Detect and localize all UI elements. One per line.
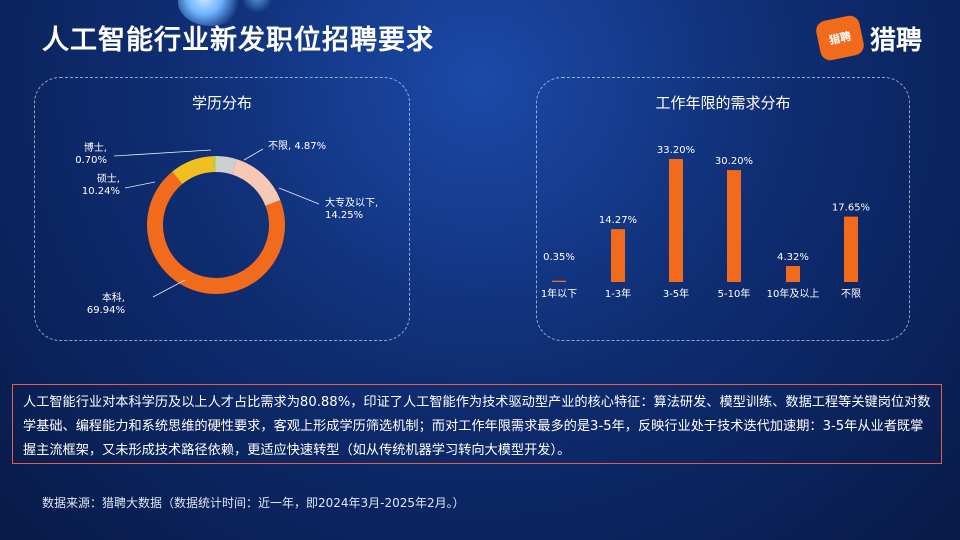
logo-text: 猎聘: [870, 25, 923, 56]
slice-label-2: 本科,: [102, 291, 125, 304]
bar-value-label: 30.20%: [715, 156, 753, 167]
slice-label-4: 0.70%: [75, 155, 107, 166]
bar-5: [844, 216, 858, 282]
donut-slice-2: [147, 171, 285, 294]
bar-2: [669, 159, 683, 282]
leader-line-0: [243, 148, 264, 161]
leader-line-2: [152, 279, 186, 298]
bar-category-label: 不限: [841, 288, 861, 300]
slice-label-4: 博士,: [84, 141, 107, 154]
slice-label-2: 69.94%: [87, 305, 125, 316]
bar-value-label: 17.65%: [832, 203, 870, 214]
experience-chart-title: 工作年限的需求分布: [655, 94, 791, 112]
leader-line-4: [113, 149, 212, 157]
decorative-glow-small: [240, 0, 274, 12]
donut-slice-3: [172, 156, 214, 185]
leader-line-3: [124, 181, 156, 189]
education-chart-title: 学历分布: [191, 94, 252, 112]
bar-0: [552, 280, 566, 282]
bar-category-label: 10年及以上: [767, 287, 820, 300]
bar-1: [611, 229, 625, 282]
brand-logo: 猎聘 猎聘: [814, 13, 923, 63]
bar-value-label: 14.27%: [599, 215, 637, 226]
bar-3: [727, 170, 741, 282]
slice-label-3: 硕士,: [97, 172, 120, 185]
slice-label-3: 10.24%: [82, 186, 120, 197]
bar-category-label: 1-3年: [605, 287, 631, 300]
bar-category-label: 3-5年: [663, 287, 689, 300]
bar-value-label: 4.32%: [777, 252, 809, 263]
experience-bar-chart: 0.35% 1年以下 14.27% 1-3年 33.20% 3-5年 30.20% 5-10年…: [541, 145, 870, 300]
bar-value-label: 0.35%: [543, 252, 575, 263]
bar-category-label: 1年以下: [541, 287, 577, 300]
donut-slice-0: [215, 156, 237, 175]
leader-line-1: [278, 187, 320, 205]
slice-label-0: 不限, 4.87%: [268, 140, 326, 152]
analysis-note: 人工智能行业对本科学历及以上人才占比需求为80.88%，印证了人工智能作为技术驱…: [12, 384, 942, 464]
donut-slice-1: [231, 159, 281, 207]
data-source: 数据来源：猎聘大数据（数据统计时间：近一年，即2024年3月-2025年2月。）: [42, 496, 465, 510]
liepin-logo-icon: 猎聘: [814, 13, 866, 63]
education-donut-chart: 不限, 4.87% 大专及以下,14.25% 本科,69.94% 硕士,10.24% 博…: [75, 140, 378, 316]
slice-label-1: 14.25%: [325, 210, 363, 221]
page-title: 人工智能行业新发职位招聘要求: [42, 25, 434, 56]
bar-4: [786, 265, 800, 282]
bar-value-label: 33.20%: [657, 145, 695, 156]
slice-label-1: 大专及以下,: [325, 196, 378, 209]
bar-category-label: 5-10年: [718, 287, 751, 300]
experience-panel: 工作年限的需求分布 0.35% 1年以下 14.27% 1-3年 33.20% 3-5年 3…: [536, 77, 910, 341]
education-panel: 学历分布 不限, 4.87% 大专及以下, 14.25% 本科, 69.94% 硕士, 10…: [34, 77, 410, 341]
